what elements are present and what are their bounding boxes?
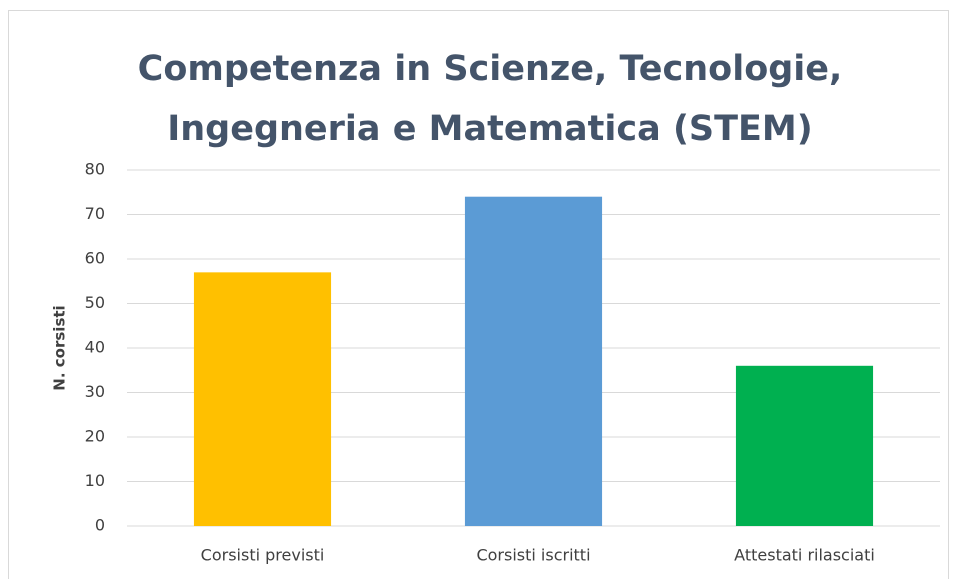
bar	[735, 365, 874, 526]
chart-title: Competenza in Scienze, Tecnologie,	[138, 49, 843, 89]
y-tick-label: 40	[85, 338, 105, 357]
y-tick-label: 20	[85, 427, 105, 446]
bar	[464, 196, 603, 526]
x-tick-label: Corsisti previsti	[201, 546, 325, 565]
y-tick-label: 0	[95, 516, 105, 535]
x-tick-label: Attestati rilasciati	[734, 546, 875, 565]
x-tick-label: Corsisti iscritti	[476, 546, 590, 565]
y-tick-label: 30	[85, 382, 105, 401]
y-tick-label: 50	[85, 293, 105, 312]
y-tick-label: 70	[85, 204, 105, 223]
y-tick-label: 60	[85, 249, 105, 268]
bar	[193, 272, 332, 526]
y-tick-label: 10	[85, 471, 105, 490]
y-tick-label: 80	[85, 160, 105, 179]
y-axis-label: N. corsisti	[51, 305, 69, 390]
chart-title: Ingegneria e Matematica (STEM)	[167, 109, 813, 149]
